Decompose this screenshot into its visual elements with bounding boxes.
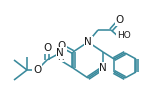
Text: O: O (33, 65, 41, 75)
Text: O: O (43, 43, 51, 53)
Text: N: N (84, 37, 92, 47)
Text: N: N (99, 63, 107, 73)
Text: O: O (116, 15, 124, 25)
Text: N: N (56, 48, 64, 58)
Text: O: O (58, 41, 66, 51)
Text: HO: HO (117, 30, 131, 39)
Text: H: H (57, 53, 63, 62)
